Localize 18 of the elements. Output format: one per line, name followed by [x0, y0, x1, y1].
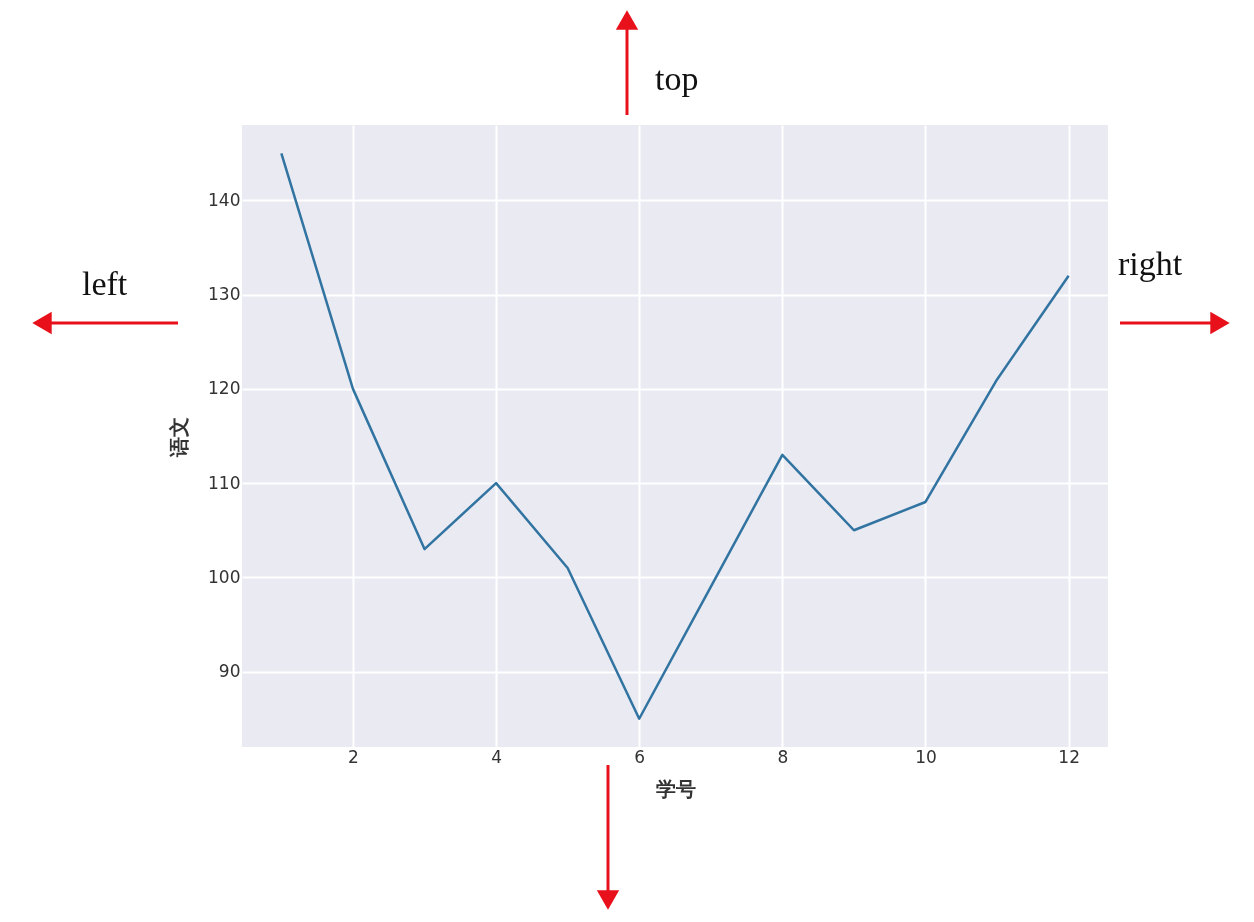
y-tick-label: 110	[208, 472, 241, 493]
x-tick-label: 10	[915, 746, 937, 767]
y-axis-title: 语文	[167, 416, 192, 458]
y-tick-label: 90	[218, 661, 241, 682]
text: left	[82, 265, 128, 302]
y-tick-label: 100	[208, 566, 241, 587]
x-tick-label: 4	[491, 746, 502, 767]
x-tick-label: 8	[777, 746, 789, 767]
text: right	[1118, 245, 1183, 282]
x-tick-label: 12	[1058, 746, 1080, 767]
x-tick-label: 6	[634, 746, 646, 767]
x-axis-title: 学号	[655, 776, 696, 801]
y-tick-label: 130	[208, 284, 241, 305]
y-tick-label: 120	[208, 378, 241, 399]
y-tick-label: 140	[208, 189, 241, 210]
line-series	[280, 152, 1070, 720]
x-tick-label: 2	[348, 746, 359, 767]
text: top	[655, 60, 699, 97]
